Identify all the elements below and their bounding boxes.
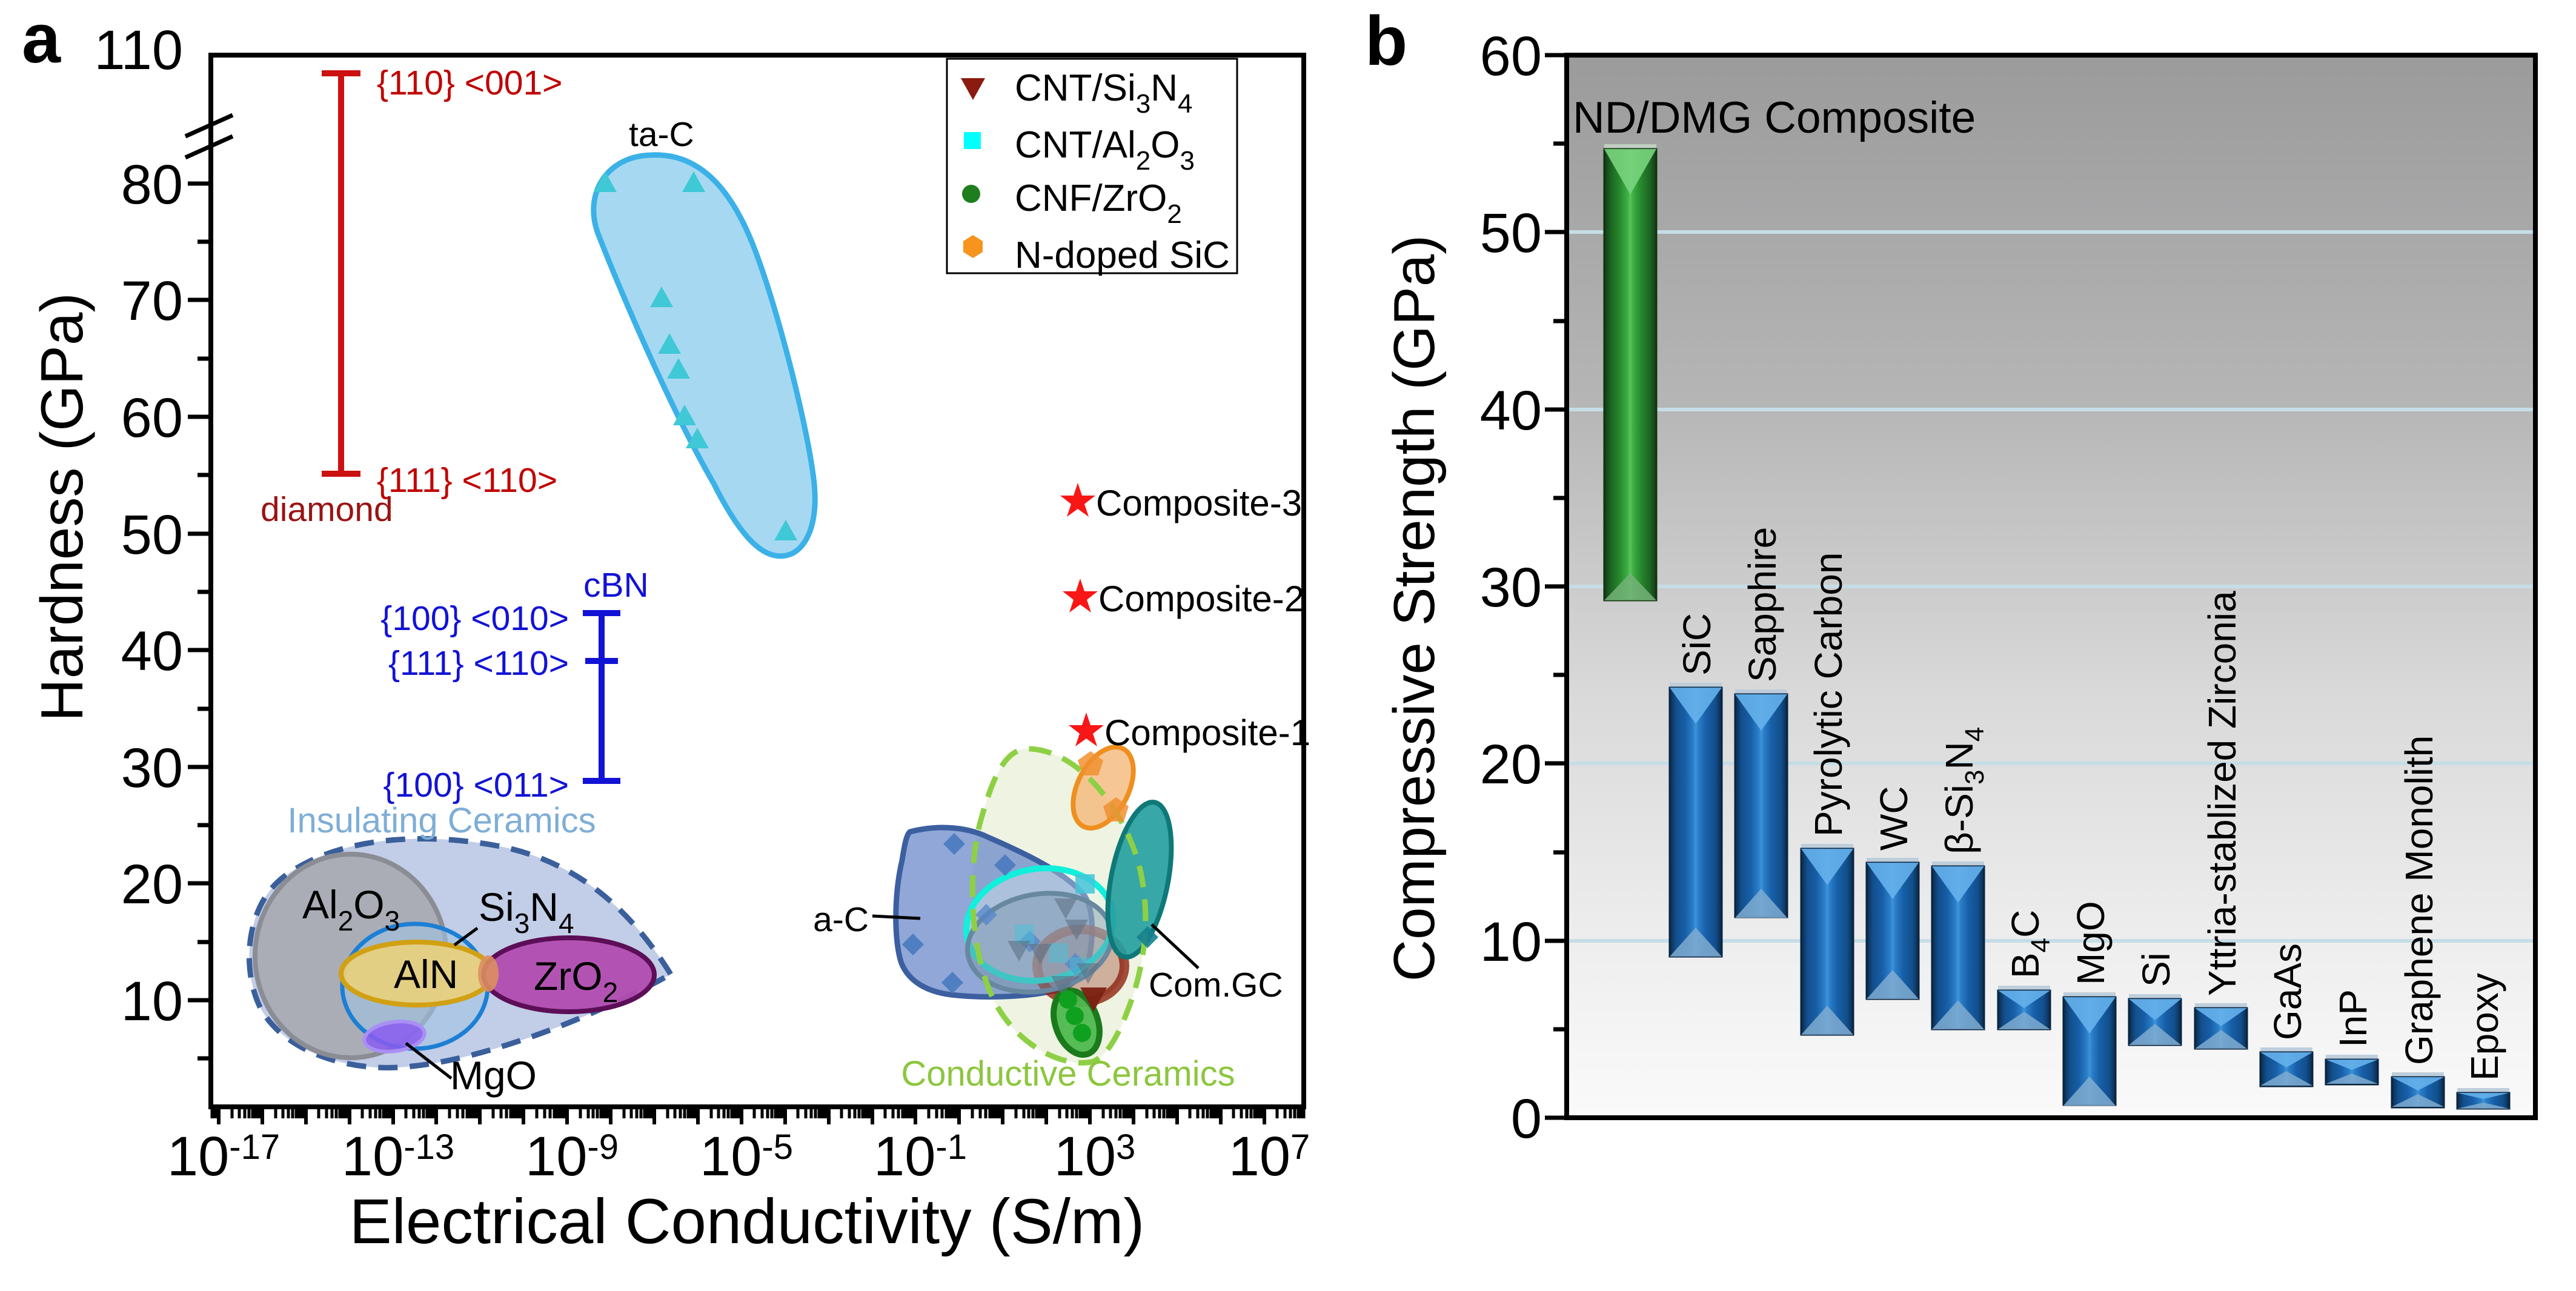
svg-text:70: 70 xyxy=(121,270,183,332)
svg-text:10-9: 10-9 xyxy=(525,1126,619,1187)
svg-text:60: 60 xyxy=(121,387,183,449)
svg-text:50: 50 xyxy=(1480,202,1542,264)
svg-text:80: 80 xyxy=(121,154,183,216)
svg-text:0: 0 xyxy=(1511,1088,1542,1150)
svg-text:40: 40 xyxy=(1480,380,1542,442)
svg-text:b: b xyxy=(1365,2,1407,80)
svg-text:Hardness (GPa): Hardness (GPa) xyxy=(28,293,95,722)
svg-text:10: 10 xyxy=(1480,911,1542,973)
svg-text:MgO: MgO xyxy=(450,1053,537,1098)
svg-text:Composite-3: Composite-3 xyxy=(1096,483,1302,523)
svg-text:10-13: 10-13 xyxy=(342,1126,454,1187)
svg-text:{111} <110>: {111} <110> xyxy=(377,461,557,500)
svg-text:60: 60 xyxy=(1480,25,1542,87)
svg-text:a: a xyxy=(22,0,61,78)
svg-text:Yttria-stablized Zirconia: Yttria-stablized Zirconia xyxy=(2200,591,2244,996)
svg-text:Pyrolytic Carbon: Pyrolytic Carbon xyxy=(1807,553,1850,837)
svg-text:Composite-1: Composite-1 xyxy=(1104,712,1310,753)
svg-text:{100} <010>: {100} <010> xyxy=(380,599,569,638)
svg-text:Conductive Ceramics: Conductive Ceramics xyxy=(901,1054,1235,1094)
svg-text:cBN: cBN xyxy=(583,566,649,605)
svg-text:Sapphire: Sapphire xyxy=(1741,527,1784,682)
svg-text:Electrical Conductivity (S/m): Electrical Conductivity (S/m) xyxy=(350,1186,1145,1257)
svg-text:Si3N4: Si3N4 xyxy=(479,884,574,939)
svg-text:{111} <110>: {111} <110> xyxy=(388,644,569,683)
svg-text:InP: InP xyxy=(2331,989,2375,1047)
svg-text:Graphene Monolith: Graphene Monolith xyxy=(2397,735,2441,1065)
svg-text:Insulating Ceramics: Insulating Ceramics xyxy=(287,801,596,840)
svg-text:Si: Si xyxy=(2134,952,2178,987)
svg-text:20: 20 xyxy=(1480,734,1542,795)
svg-text:WC: WC xyxy=(1872,786,1916,851)
svg-text:30: 30 xyxy=(121,737,183,799)
svg-text:110: 110 xyxy=(94,19,183,81)
svg-text:Epoxy: Epoxy xyxy=(2463,973,2506,1081)
svg-text:diamond: diamond xyxy=(261,490,393,529)
svg-text:20: 20 xyxy=(121,854,183,915)
svg-text:AlN: AlN xyxy=(394,952,458,997)
svg-text:107: 107 xyxy=(1229,1126,1310,1187)
svg-text:10-1: 10-1 xyxy=(874,1126,967,1187)
svg-text:N-doped SiC: N-doped SiC xyxy=(1015,234,1230,276)
svg-text:10-5: 10-5 xyxy=(700,1126,793,1187)
svg-text:a-C: a-C xyxy=(813,900,869,939)
svg-text:MgO: MgO xyxy=(2069,901,2113,985)
svg-text:30: 30 xyxy=(1480,557,1542,619)
svg-text:β-Si3N4: β-Si3N4 xyxy=(1937,727,1990,854)
svg-text:10: 10 xyxy=(121,971,183,1032)
svg-text:{100} <011>: {100} <011> xyxy=(383,766,569,805)
svg-text:ND/DMG Composite: ND/DMG Composite xyxy=(1573,93,1976,142)
svg-text:103: 103 xyxy=(1054,1126,1136,1187)
svg-text:Compressive Strength (GPa): Compressive Strength (GPa) xyxy=(1382,235,1447,981)
svg-text:ta-C: ta-C xyxy=(629,115,694,154)
svg-text:Composite-2: Composite-2 xyxy=(1098,579,1304,619)
svg-text:10-17: 10-17 xyxy=(167,1126,280,1187)
svg-text:40: 40 xyxy=(121,620,183,682)
svg-text:Com.GC: Com.GC xyxy=(1149,966,1283,1004)
svg-text:GaAs: GaAs xyxy=(2266,943,2309,1040)
svg-text:B4C: B4C xyxy=(2003,910,2056,978)
svg-text:SiC: SiC xyxy=(1675,613,1719,675)
svg-text:{110} <001>: {110} <001> xyxy=(377,64,562,102)
svg-text:50: 50 xyxy=(121,504,183,566)
